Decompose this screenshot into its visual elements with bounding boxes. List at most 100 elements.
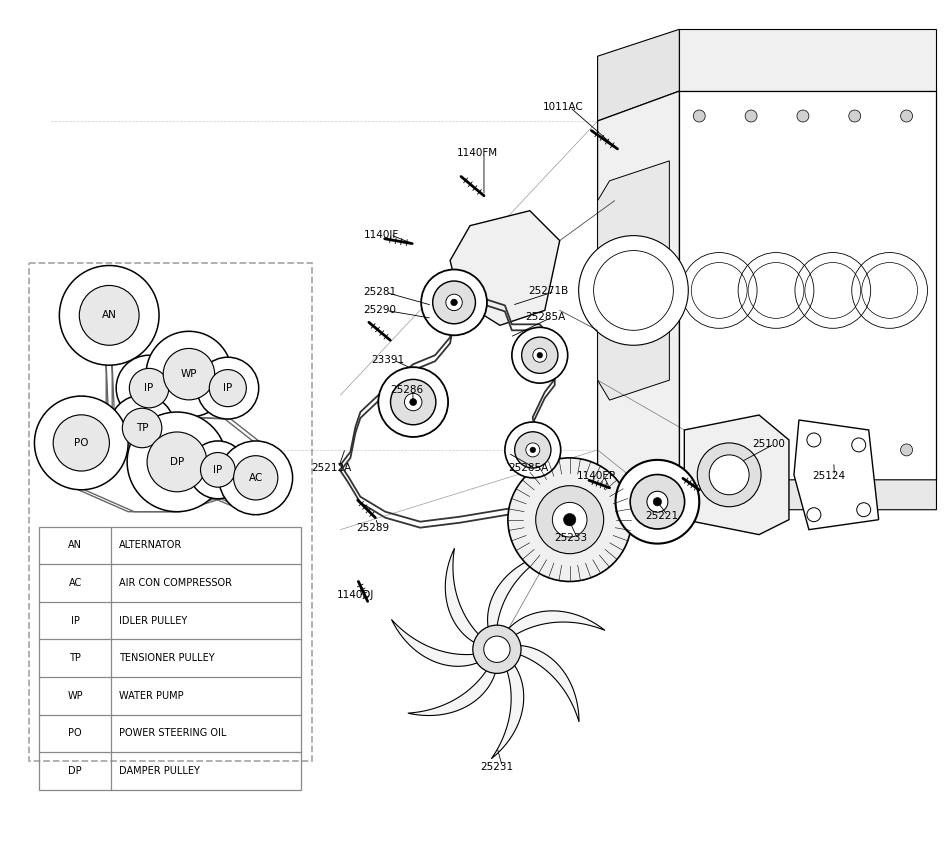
Circle shape <box>60 265 159 365</box>
Text: POWER STEERING OIL: POWER STEERING OIL <box>119 728 227 739</box>
Bar <box>40 527 301 789</box>
Circle shape <box>630 475 684 529</box>
Circle shape <box>553 502 587 537</box>
Text: 25285A: 25285A <box>508 463 548 473</box>
Circle shape <box>807 433 821 447</box>
Circle shape <box>857 503 870 516</box>
Circle shape <box>122 408 162 448</box>
Text: WP: WP <box>181 369 197 379</box>
Circle shape <box>578 236 688 345</box>
Text: PO: PO <box>68 728 82 739</box>
Text: IDLER PULLEY: IDLER PULLEY <box>119 616 188 626</box>
Circle shape <box>129 368 169 408</box>
Circle shape <box>117 355 182 421</box>
Circle shape <box>197 357 259 419</box>
Text: 25221: 25221 <box>646 510 679 521</box>
Text: 1140JF: 1140JF <box>363 230 398 240</box>
Circle shape <box>515 432 551 468</box>
Circle shape <box>200 453 235 488</box>
Circle shape <box>421 270 487 335</box>
Circle shape <box>109 395 175 460</box>
Bar <box>29 263 312 761</box>
Polygon shape <box>491 664 523 759</box>
Polygon shape <box>793 420 879 530</box>
Circle shape <box>693 444 705 456</box>
Text: AN: AN <box>68 540 82 550</box>
Circle shape <box>848 110 861 122</box>
Circle shape <box>537 353 542 358</box>
Polygon shape <box>680 91 937 480</box>
Polygon shape <box>392 619 479 667</box>
Circle shape <box>451 299 457 305</box>
Text: 25212A: 25212A <box>312 463 352 473</box>
Circle shape <box>615 460 700 544</box>
Text: 23391: 23391 <box>372 355 405 365</box>
Circle shape <box>405 393 422 410</box>
Text: 25271B: 25271B <box>528 287 568 297</box>
Text: TP: TP <box>69 653 82 663</box>
Circle shape <box>146 332 232 417</box>
Circle shape <box>745 444 757 456</box>
Text: 1140FM: 1140FM <box>457 148 499 158</box>
Circle shape <box>505 422 560 477</box>
Polygon shape <box>680 30 937 91</box>
Polygon shape <box>446 548 480 644</box>
Text: 1140EP: 1140EP <box>576 471 616 481</box>
Text: TENSIONER PULLEY: TENSIONER PULLEY <box>119 653 215 663</box>
Circle shape <box>446 294 463 310</box>
Text: 25289: 25289 <box>356 522 390 533</box>
Text: 25231: 25231 <box>480 762 513 772</box>
Polygon shape <box>487 553 550 629</box>
Circle shape <box>563 514 575 526</box>
Circle shape <box>647 491 667 512</box>
Text: WP: WP <box>67 691 83 700</box>
Text: AN: AN <box>101 310 117 321</box>
Text: 25233: 25233 <box>555 533 588 543</box>
Circle shape <box>536 486 604 554</box>
Circle shape <box>391 379 436 425</box>
Text: WATER PUMP: WATER PUMP <box>119 691 184 700</box>
Text: TP: TP <box>136 423 148 433</box>
Text: 25290: 25290 <box>363 305 396 315</box>
Text: AC: AC <box>248 473 263 483</box>
Circle shape <box>709 455 749 494</box>
Circle shape <box>848 444 861 456</box>
Circle shape <box>901 110 913 122</box>
Circle shape <box>533 349 547 362</box>
Circle shape <box>233 455 278 500</box>
Circle shape <box>80 286 139 345</box>
Circle shape <box>483 636 510 662</box>
Text: IP: IP <box>144 383 154 393</box>
Circle shape <box>526 443 539 457</box>
Circle shape <box>508 458 631 582</box>
Text: IP: IP <box>213 465 223 475</box>
Text: 25124: 25124 <box>811 471 845 481</box>
Circle shape <box>410 399 417 405</box>
Circle shape <box>127 412 227 511</box>
Text: DAMPER PULLEY: DAMPER PULLEY <box>119 766 200 776</box>
Circle shape <box>901 444 913 456</box>
Circle shape <box>378 367 448 437</box>
Circle shape <box>189 441 246 499</box>
Text: 25285A: 25285A <box>525 312 565 322</box>
Text: AIR CON COMPRESSOR: AIR CON COMPRESSOR <box>119 578 232 588</box>
Circle shape <box>473 625 521 673</box>
Text: 25286: 25286 <box>391 385 424 395</box>
Circle shape <box>521 338 558 373</box>
Text: IP: IP <box>71 616 80 626</box>
Circle shape <box>698 443 761 507</box>
Polygon shape <box>408 669 496 716</box>
Polygon shape <box>507 611 605 636</box>
Text: IP: IP <box>223 383 232 393</box>
Circle shape <box>530 447 536 453</box>
Text: DP: DP <box>170 457 184 467</box>
Circle shape <box>653 498 662 506</box>
Circle shape <box>210 370 246 407</box>
Circle shape <box>432 281 476 324</box>
Circle shape <box>745 110 757 122</box>
Text: 25100: 25100 <box>752 439 785 449</box>
Polygon shape <box>519 645 579 722</box>
Circle shape <box>797 444 809 456</box>
Polygon shape <box>684 415 789 534</box>
Polygon shape <box>597 161 669 400</box>
